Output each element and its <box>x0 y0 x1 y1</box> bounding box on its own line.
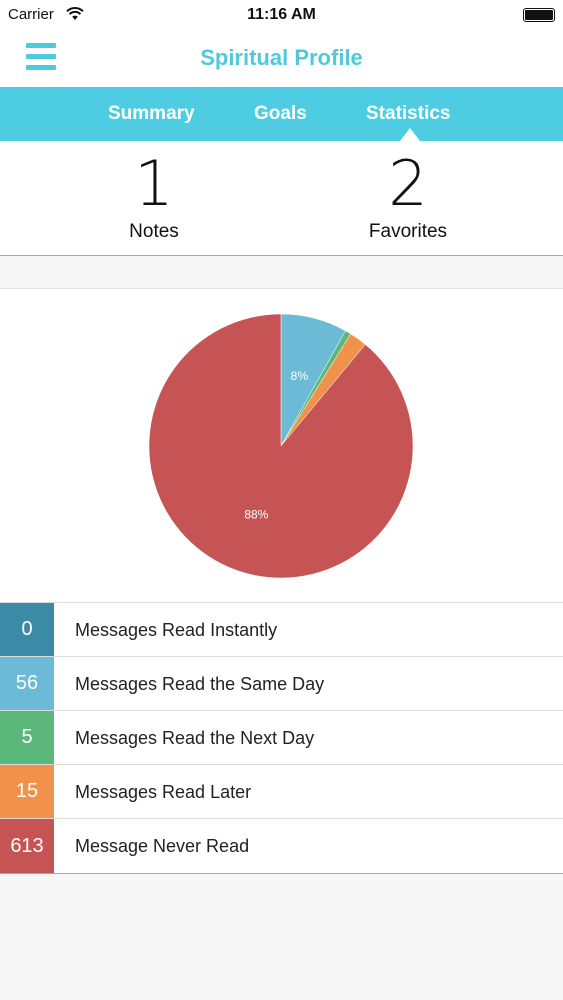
hamburger-menu-icon[interactable] <box>26 43 56 71</box>
page-title: Spiritual Profile <box>200 45 363 70</box>
legend-count: 15 <box>0 765 54 818</box>
favorites-count[interactable]: 2 Favorites <box>308 151 508 243</box>
section-spacer <box>0 256 563 289</box>
legend-label: Messages Read Later <box>75 782 252 802</box>
legend-row[interactable]: 15 Messages Read Later <box>0 765 563 819</box>
favorites-count-label: Favorites <box>368 221 448 242</box>
legend-label: Message Never Read <box>75 836 250 856</box>
nav-bar: Spiritual Profile <box>0 30 563 87</box>
tab-summary[interactable]: Summary <box>108 103 195 124</box>
tab-bar: Summary Goals Statistics <box>0 87 563 141</box>
legend-count: 56 <box>0 657 54 710</box>
pie-chart-panel: 8% 88% <box>0 289 563 602</box>
legend-row[interactable]: 0 Messages Read Instantly <box>0 603 563 657</box>
counts-panel: 1 Notes 2 Favorites <box>0 141 563 256</box>
pie-chart: 8% 88% <box>148 313 414 579</box>
pie-slice-4[interactable] <box>148 313 414 579</box>
legend-label: Messages Read the Same Day <box>75 674 325 694</box>
legend-row[interactable]: 56 Messages Read the Same Day <box>0 657 563 711</box>
legend-count: 5 <box>0 711 54 764</box>
legend-label: Messages Read Instantly <box>75 620 278 640</box>
tab-goals[interactable]: Goals <box>254 103 307 124</box>
status-bar: Carrier 11:16 AM <box>0 0 563 30</box>
pie-slice-label-1: 8% <box>291 369 309 383</box>
wifi-icon <box>66 7 84 20</box>
notes-count-label: Notes <box>129 221 179 242</box>
pie-slice-label-4: 88% <box>244 507 268 521</box>
legend-label: Messages Read the Next Day <box>75 728 315 748</box>
favorites-count-value: 2 <box>388 147 428 220</box>
notes-count-value: 1 <box>134 147 174 220</box>
legend-count: 0 <box>0 603 54 656</box>
legend-row[interactable]: 5 Messages Read the Next Day <box>0 711 563 765</box>
status-time: 11:16 AM <box>247 6 316 23</box>
legend-list: 0 Messages Read Instantly 56 Messages Read … <box>0 602 563 874</box>
legend-row[interactable]: 613 Message Never Read <box>0 819 563 873</box>
battery-icon <box>523 8 555 22</box>
tab-statistics[interactable]: Statistics <box>366 103 451 124</box>
notes-count[interactable]: 1 Notes <box>54 151 254 243</box>
legend-count: 613 <box>0 819 54 873</box>
active-tab-indicator <box>400 128 420 141</box>
carrier-label: Carrier <box>8 6 54 23</box>
